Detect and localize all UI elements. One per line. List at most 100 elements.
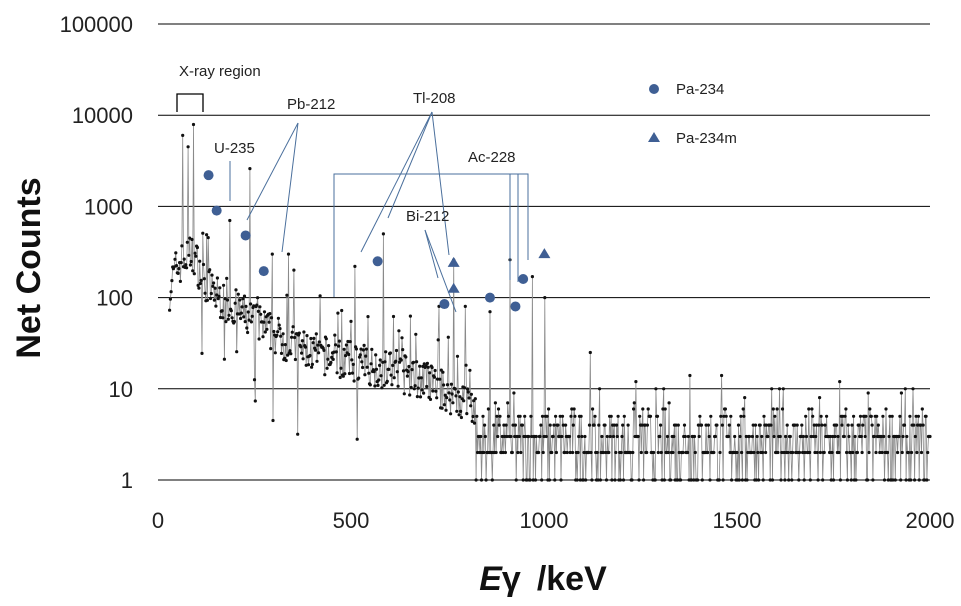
spectrum-point-538	[583, 434, 587, 439]
spectrum-point-116	[257, 337, 261, 341]
spectrum-point-137	[273, 351, 277, 355]
spectrum-point-740	[739, 414, 743, 418]
spectrum-point-885	[851, 450, 855, 455]
spectrum-point-366	[450, 392, 454, 396]
spectrum-point-737	[736, 423, 741, 427]
spectrum-point-759	[753, 423, 758, 427]
spectrum-point-465	[527, 434, 531, 439]
spectrum-point-965	[913, 478, 917, 482]
spectrum-point-362	[447, 391, 451, 395]
spectrum-point-739	[738, 434, 742, 439]
spectrum-point-515	[565, 450, 569, 455]
spectrum-point-413	[486, 407, 490, 411]
spectrum-point-3	[170, 279, 174, 283]
spectrum-point-599	[630, 478, 634, 482]
spectrum-point-842	[818, 396, 822, 400]
spectrum-point-176	[303, 345, 308, 349]
spectrum-point-229	[344, 343, 348, 347]
spectrum-point-765	[758, 423, 762, 427]
spectrum-point-843	[818, 450, 823, 455]
spectrum-point-792	[779, 478, 783, 482]
spectrum-point-62	[215, 276, 219, 280]
spectrum-point-841	[817, 423, 821, 427]
spectrum-point-659	[676, 423, 680, 427]
spectrum-point-255	[364, 347, 368, 351]
spectrum-point-684	[696, 478, 700, 482]
spectrum-point-302	[401, 348, 405, 352]
spectrum-point-50	[206, 236, 210, 240]
spectrum-point-681	[693, 450, 697, 455]
x-axis-label: Eγ/keV	[479, 560, 607, 598]
spectrum-point-262	[370, 347, 374, 351]
spectrum-point-100	[245, 326, 249, 330]
spectrum-point-877	[845, 450, 849, 455]
spectrum-point-555	[596, 478, 600, 482]
spectrum-point-386	[466, 387, 470, 391]
spectrum-point-71	[222, 357, 226, 361]
spectrum-point-544	[587, 423, 592, 427]
spectrum-point-627	[652, 450, 656, 455]
spectrum-point-510	[561, 423, 565, 427]
spectrum-point-87	[235, 350, 239, 354]
spectrum-point-461	[523, 434, 528, 439]
spectrum-point-320	[415, 360, 419, 364]
spectrum-point-528	[575, 478, 579, 482]
spectrum-point-482	[540, 478, 544, 482]
spectrum-point-735	[735, 450, 739, 455]
spectrum-point-727	[729, 414, 733, 418]
spectrum-point-57	[212, 281, 216, 285]
spectrum-point-123	[262, 310, 267, 314]
spectrum-line	[169, 124, 930, 481]
spectrum-point-278	[382, 383, 386, 387]
spectrum-point-106	[249, 320, 253, 324]
spectrum-point-840	[816, 478, 820, 482]
spectrum-point-345	[434, 389, 438, 393]
spectrum-point-910	[870, 423, 874, 427]
spectrum-point-668	[683, 434, 687, 439]
spectrum-point-645	[665, 434, 670, 439]
spectrum-point-12	[177, 267, 181, 271]
spectrum-point-960	[909, 478, 913, 482]
spectrum-point-862	[833, 434, 837, 439]
spectrum-point-586	[620, 434, 624, 439]
spectrum-point-556	[597, 423, 601, 427]
spectrum-point-24	[186, 145, 190, 149]
spectrum-point-783	[772, 434, 776, 439]
spectrum-point-635	[658, 434, 662, 439]
spectrum-point-271	[377, 378, 381, 382]
spectrum-point-560	[600, 434, 604, 439]
spectrum-point-554	[595, 450, 599, 455]
spectrum-point-923	[880, 450, 884, 455]
spectrum-point-36	[195, 245, 199, 250]
spectrum-point-619	[645, 423, 650, 427]
spectrum-point-551	[593, 414, 597, 418]
spectrum-point-323	[417, 376, 421, 380]
marker-pa234-7	[510, 301, 521, 312]
spectrum-point-40	[198, 281, 203, 286]
spectrum-point-623	[648, 414, 653, 418]
spectrum-point-306	[404, 355, 408, 359]
spectrum-point-856	[828, 434, 833, 439]
spectrum-point-280	[384, 350, 388, 354]
spectrum-point-423	[494, 450, 498, 455]
spectrum-point-183	[309, 336, 313, 341]
spectrum-point-480	[538, 434, 542, 439]
spectrum-point-946	[898, 414, 902, 418]
spectrum-point-762	[756, 450, 760, 455]
spectrum-point-118	[259, 312, 263, 316]
spectrum-point-576	[612, 423, 616, 427]
spectrum-point-26	[188, 236, 192, 240]
spectrum-point-653	[672, 434, 676, 439]
spectrum-point-327	[420, 388, 424, 392]
spectrum-point-686	[697, 434, 701, 439]
spectrum-point-630	[654, 387, 658, 391]
spectrum-point-115	[256, 309, 260, 313]
marker-series	[203, 170, 551, 312]
spectrum-point-757	[752, 450, 756, 455]
spectrum-point-449	[514, 478, 518, 482]
spectrum-point-802	[787, 478, 791, 482]
spectrum-point-99	[244, 304, 248, 308]
spectrum-point-545	[588, 350, 592, 355]
spectrum-point-439	[506, 414, 511, 418]
spectrum-point-178	[305, 334, 309, 338]
